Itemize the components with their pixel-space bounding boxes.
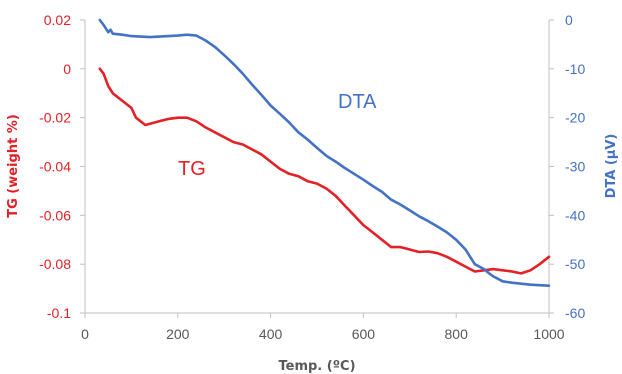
y-axis-right-title: DTA (μV): [604, 134, 619, 199]
x-tick-label: 600: [352, 326, 376, 342]
y-right-tick-label: -10: [565, 61, 585, 77]
x-tick-label: 400: [259, 326, 283, 342]
x-tick-label: 0: [81, 326, 89, 342]
axes-layer: 0 200 400 600 800 1000 0.02 0 -0.02 -0.04 -0.06 -0.…: [39, 12, 585, 342]
x-tick-label: 1000: [533, 326, 564, 342]
dta-series-line: [98, 18, 551, 288]
y-right-tick-label: -60: [565, 305, 585, 321]
y-right-tick-label: -50: [565, 256, 585, 272]
y-right-tick-label: -30: [565, 159, 585, 175]
x-tick-label: 200: [166, 326, 190, 342]
y-right-tick-label: 0: [565, 12, 573, 28]
y-left-tick-label: 0: [63, 61, 71, 77]
series-layer: [98, 18, 551, 288]
y-left-tick-label: -0.06: [39, 207, 71, 223]
tg-series-label: TG: [178, 158, 206, 180]
label-layer: Temp. (ºC) TG (weight %) DTA (μV) TG DTA: [6, 91, 619, 374]
y-right-tick-label: -20: [565, 110, 585, 126]
tg-series-line: [98, 67, 551, 275]
x-axis-title: Temp. (ºC): [278, 359, 355, 374]
dta-series-label: DTA: [338, 91, 377, 113]
x-tick-label: 800: [445, 326, 469, 342]
y-left-tick-label: -0.04: [39, 159, 71, 175]
y-axis-left-title: TG (weight %): [6, 114, 21, 218]
y-right-tick-label: -40: [565, 207, 585, 223]
y-left-tick-label: -0.1: [47, 305, 71, 321]
y-left-tick-label: 0.02: [44, 12, 71, 28]
y-left-tick-label: -0.08: [39, 256, 71, 272]
y-left-tick-label: -0.02: [39, 110, 71, 126]
